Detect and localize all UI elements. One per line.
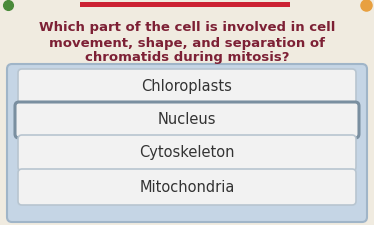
Text: movement, shape, and separation of: movement, shape, and separation of bbox=[49, 36, 325, 50]
FancyBboxPatch shape bbox=[18, 169, 356, 205]
Text: Nucleus: Nucleus bbox=[158, 112, 216, 128]
Text: Chloroplasts: Chloroplasts bbox=[142, 79, 232, 94]
Text: chromatids during mitosis?: chromatids during mitosis? bbox=[85, 52, 289, 65]
FancyBboxPatch shape bbox=[18, 135, 356, 171]
FancyBboxPatch shape bbox=[18, 69, 356, 105]
FancyBboxPatch shape bbox=[7, 64, 367, 222]
Text: Which part of the cell is involved in cell: Which part of the cell is involved in ce… bbox=[39, 22, 335, 34]
Text: Cytoskeleton: Cytoskeleton bbox=[139, 146, 235, 160]
Text: Mitochondria: Mitochondria bbox=[139, 180, 235, 194]
FancyBboxPatch shape bbox=[15, 102, 359, 138]
FancyBboxPatch shape bbox=[80, 2, 290, 7]
